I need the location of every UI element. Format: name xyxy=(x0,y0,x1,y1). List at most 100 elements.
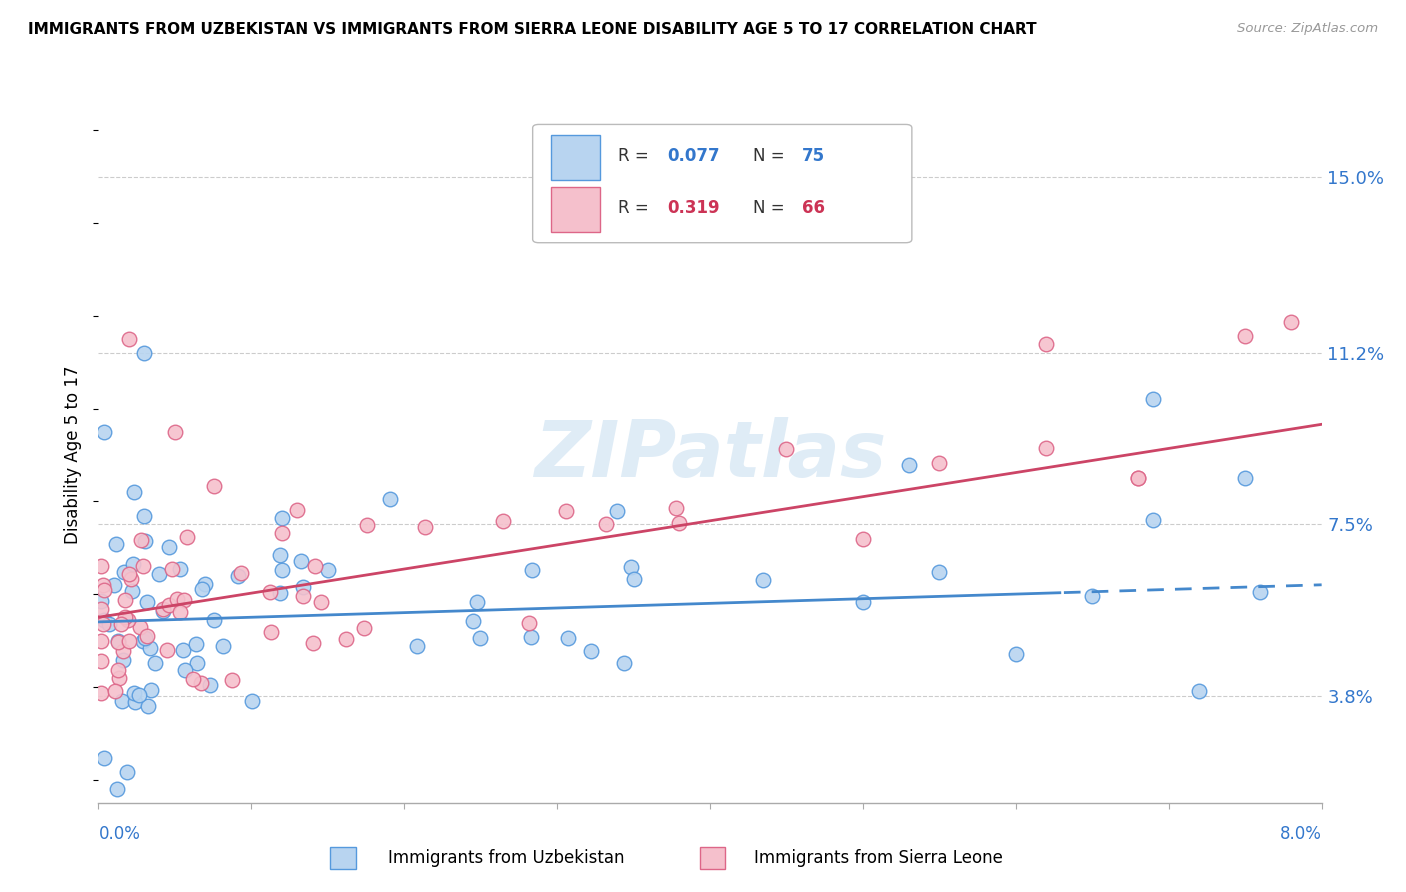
Point xyxy=(181,672,204,686)
Point xyxy=(156,642,179,657)
Point xyxy=(112,653,135,667)
Point xyxy=(468,631,491,645)
Point xyxy=(259,584,281,599)
Point xyxy=(129,533,152,547)
Point xyxy=(93,582,115,597)
Point xyxy=(163,425,186,439)
Point xyxy=(118,332,141,346)
Point xyxy=(928,456,950,470)
Point xyxy=(114,593,136,607)
Point xyxy=(260,624,283,639)
Text: 8.0%: 8.0% xyxy=(1279,825,1322,843)
Point xyxy=(128,688,150,702)
Point xyxy=(226,568,249,582)
Point xyxy=(202,613,225,627)
Point xyxy=(463,615,485,629)
Point xyxy=(269,548,291,562)
Point xyxy=(134,509,156,524)
Point xyxy=(193,577,215,591)
Point xyxy=(105,781,128,796)
Point xyxy=(91,578,114,592)
Point xyxy=(91,617,114,632)
Point xyxy=(467,594,489,608)
Point xyxy=(122,558,145,572)
Point xyxy=(557,631,579,645)
Point xyxy=(415,520,437,534)
Point xyxy=(173,593,195,607)
Text: Immigrants from Sierra Leone: Immigrants from Sierra Leone xyxy=(754,849,1004,867)
Point xyxy=(186,657,208,671)
Point xyxy=(90,602,112,616)
Point xyxy=(221,673,243,688)
Point xyxy=(174,663,197,677)
Point xyxy=(107,634,129,648)
FancyBboxPatch shape xyxy=(551,135,600,180)
Point xyxy=(775,442,797,457)
Text: 66: 66 xyxy=(801,199,825,217)
Point xyxy=(852,532,875,546)
Point xyxy=(1035,442,1057,456)
Point xyxy=(928,566,950,580)
Point xyxy=(751,573,773,587)
Point xyxy=(190,582,212,596)
Point xyxy=(136,698,159,713)
Text: Source: ZipAtlas.com: Source: ZipAtlas.com xyxy=(1237,22,1378,36)
Point xyxy=(290,554,312,568)
Point xyxy=(141,683,163,698)
Point xyxy=(90,686,112,700)
Point xyxy=(90,593,112,607)
Point xyxy=(131,634,153,648)
Text: 0.077: 0.077 xyxy=(668,147,720,165)
Point xyxy=(316,563,339,577)
Point xyxy=(405,639,427,653)
FancyBboxPatch shape xyxy=(533,124,912,243)
Point xyxy=(353,621,375,635)
Point xyxy=(356,518,378,533)
Point xyxy=(103,578,125,592)
Point xyxy=(520,563,543,577)
Point xyxy=(139,641,162,656)
Point xyxy=(152,601,174,615)
Point xyxy=(120,572,142,586)
Point xyxy=(90,654,112,668)
Point xyxy=(134,632,156,646)
Point xyxy=(1234,328,1257,343)
Point xyxy=(1128,471,1150,485)
Point xyxy=(129,620,152,634)
Point xyxy=(176,530,198,544)
Point xyxy=(134,533,156,548)
Point xyxy=(104,683,127,698)
Point xyxy=(90,633,112,648)
Point xyxy=(172,643,194,657)
Point xyxy=(202,478,225,492)
Point xyxy=(1142,392,1164,407)
Point xyxy=(852,595,875,609)
Point xyxy=(160,562,183,576)
Point xyxy=(380,491,402,506)
Point xyxy=(1279,315,1302,329)
Point xyxy=(520,630,543,644)
Point xyxy=(157,598,180,612)
Point xyxy=(285,503,308,517)
FancyBboxPatch shape xyxy=(551,187,600,232)
Text: 75: 75 xyxy=(801,147,825,165)
Point xyxy=(270,510,292,524)
Point xyxy=(200,678,222,692)
Point xyxy=(492,514,515,528)
Point xyxy=(93,751,115,765)
Point xyxy=(595,516,617,531)
Point xyxy=(335,632,357,646)
Point xyxy=(118,566,141,581)
Text: N =: N = xyxy=(752,147,790,165)
Point xyxy=(1234,471,1257,485)
Point xyxy=(292,580,315,594)
Point xyxy=(190,676,212,690)
Point xyxy=(606,504,628,518)
Point xyxy=(124,695,146,709)
Point xyxy=(98,617,121,632)
Point xyxy=(169,562,191,576)
Text: IMMIGRANTS FROM UZBEKISTAN VS IMMIGRANTS FROM SIERRA LEONE DISABILITY AGE 5 TO 1: IMMIGRANTS FROM UZBEKISTAN VS IMMIGRANTS… xyxy=(28,22,1036,37)
Point xyxy=(122,484,145,499)
Text: R =: R = xyxy=(619,199,654,217)
Point xyxy=(271,563,294,577)
